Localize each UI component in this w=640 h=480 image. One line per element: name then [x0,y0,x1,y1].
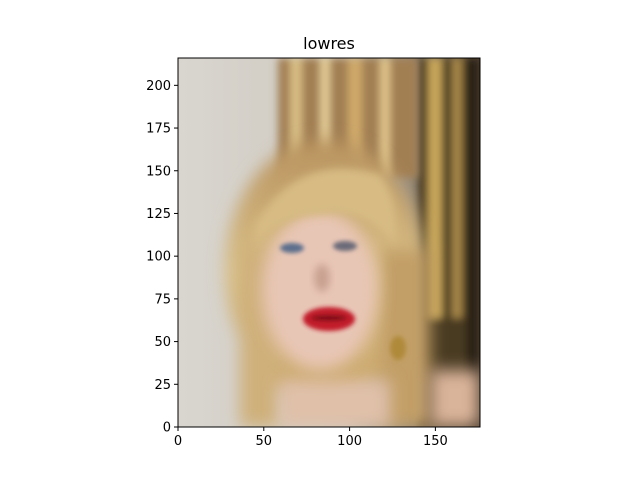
x-tick-label: 150 [423,434,448,449]
x-axis: 0 50 100 150 [174,427,448,449]
y-tick-label: 175 [146,122,171,137]
x-tick-label: 0 [174,434,182,449]
x-tick-label: 100 [337,434,362,449]
chart-title: lowres [303,34,355,53]
y-tick-label: 200 [146,79,171,94]
y-axis: 0 25 50 75 100 125 150 175 200 [146,79,178,436]
x-tick-label: 50 [256,434,273,449]
y-tick-label: 125 [146,207,171,222]
axes-frame [177,57,481,428]
portrait-image [178,58,480,427]
y-tick-label: 150 [146,164,171,179]
y-tick-label: 100 [146,250,171,265]
y-tick-label: 25 [154,378,171,393]
y-tick-label: 50 [154,335,171,350]
y-tick-label: 0 [163,421,171,436]
y-tick-label: 75 [154,292,171,307]
